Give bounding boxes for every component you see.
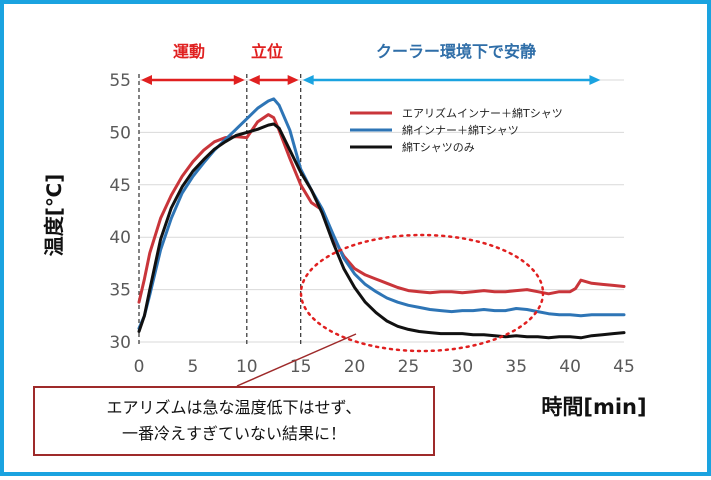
x-tick-label: 35	[505, 357, 527, 377]
legend-label-cotton-only: 綿Tシャツのみ	[402, 140, 475, 154]
x-tick-label: 10	[236, 357, 258, 377]
x-tick-label: 0	[134, 357, 145, 377]
y-tick-label: 35	[109, 281, 131, 301]
temperature-chart: 30 35 40 45 50 55 0 5 10 15 20 25 30 35 40 45 運動 立位 クーラ…	[42, 42, 647, 419]
legend-label-airism: エアリズムインナー＋綿Tシャツ	[402, 106, 563, 120]
phase-arrow-2	[302, 75, 601, 85]
x-axis-title: 時間[min]	[541, 395, 646, 419]
y-axis-title: 温度[℃]	[42, 174, 66, 257]
legend: エアリズムインナー＋綿Tシャツ 綿インナー＋綿Tシャツ 綿Tシャツのみ	[350, 106, 563, 154]
legend-label-cotton-inner: 綿インナー＋綿Tシャツ	[402, 123, 519, 137]
x-tick-label: 45	[613, 357, 635, 377]
tick-labels: 30 35 40 45 50 55 0 5 10 15 20 25 30 35 40 45	[109, 71, 634, 377]
callout-pointer	[236, 333, 357, 387]
x-tick-label: 20	[344, 357, 366, 377]
phase-label-exercise: 運動	[173, 42, 205, 61]
phase-label-rest: クーラー環境下で安静	[376, 42, 536, 61]
y-tick-label: 55	[109, 71, 131, 91]
y-tick-label: 45	[109, 176, 131, 196]
x-tick-label: 30	[452, 357, 474, 377]
x-tick-label: 15	[290, 357, 312, 377]
series-line-0	[137, 113, 626, 304]
y-tick-label: 30	[109, 333, 131, 353]
phase-arrow-1	[248, 75, 299, 85]
phase-label-standing: 立位	[251, 42, 283, 61]
phase-arrow-0	[141, 75, 245, 85]
y-tick-label: 50	[109, 123, 131, 143]
series-lines	[137, 97, 626, 340]
x-tick-label: 5	[187, 357, 198, 377]
highlight-ellipse	[299, 233, 545, 353]
y-tick-label: 40	[109, 228, 131, 248]
callout-box: エアリズムは急な温度低下はせず、 一番冷えすぎていない結果に！	[33, 386, 435, 456]
callout-line-2: 一番冷えすぎていない結果に！	[121, 424, 346, 443]
x-tick-label: 40	[559, 357, 581, 377]
phase-arrows	[141, 75, 601, 85]
series-line-2	[137, 122, 626, 340]
x-tick-label: 25	[398, 357, 420, 377]
callout-line-1: エアリズムは急な温度低下はせず、	[106, 398, 362, 417]
